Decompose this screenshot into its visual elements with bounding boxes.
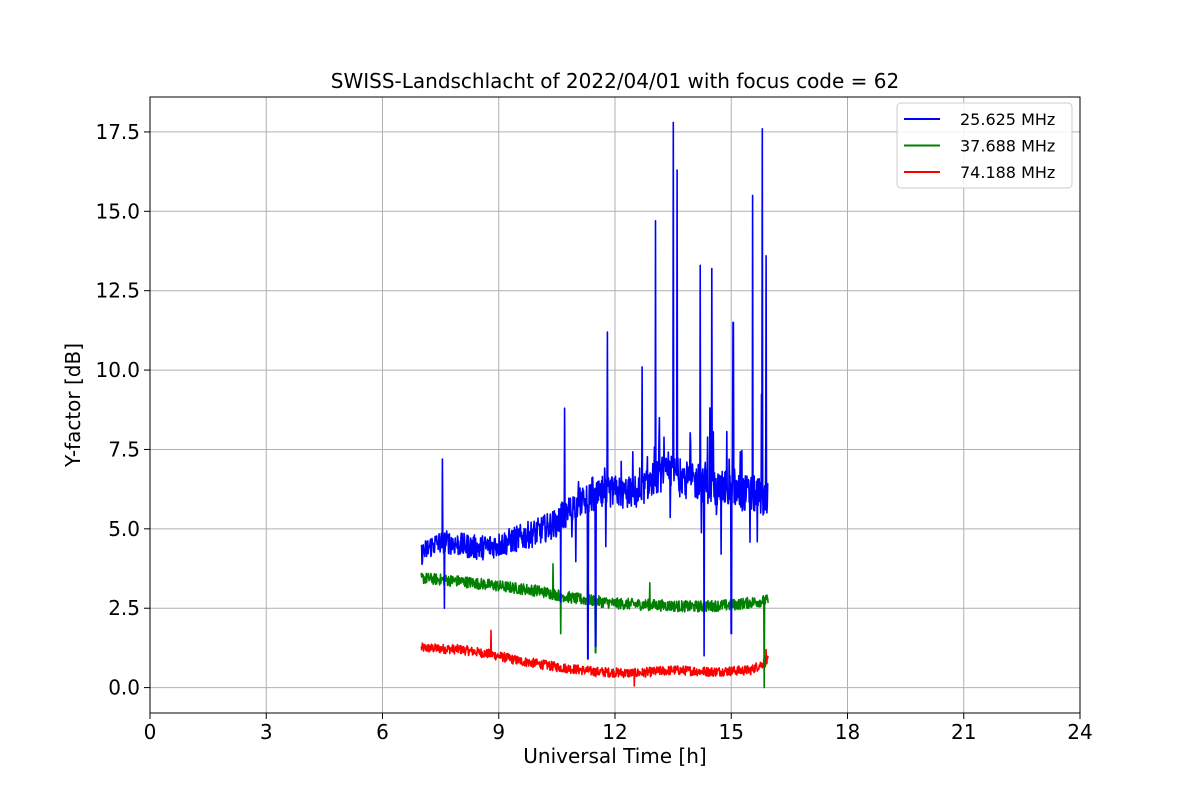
- x-tick-label: 21: [951, 720, 976, 744]
- legend: 25.625 MHz 37.688 MHz 74.188 MHz: [896, 102, 1073, 189]
- x-tick-label: 0: [144, 720, 157, 744]
- series-group: [420, 121, 769, 689]
- y-tick-label: 2.5: [108, 596, 140, 620]
- y-tick-label: 7.5: [108, 437, 140, 461]
- y-tick-label: 17.5: [95, 120, 140, 144]
- y-tick-label: 0.0: [108, 676, 140, 700]
- legend-label-0: 25.625 MHz: [960, 110, 1055, 129]
- x-tick-label: 24: [1067, 720, 1092, 744]
- x-axis: 0 3 6 9 12 15 18 21 24: [144, 713, 1093, 744]
- chart-title: SWISS-Landschlacht of 2022/04/01 with fo…: [331, 69, 899, 93]
- y-tick-label: 5.0: [108, 517, 140, 541]
- x-tick-label: 3: [260, 720, 273, 744]
- x-axis-label: Universal Time [h]: [523, 744, 706, 768]
- y-tick-label: 15.0: [95, 199, 140, 223]
- y-axis: 0.0 2.5 5.0 7.5 10.0 12.5 15.0 17.5: [95, 120, 150, 700]
- series-line-2: [420, 629, 769, 687]
- y-tick-label: 12.5: [95, 279, 140, 303]
- x-tick-label: 18: [835, 720, 860, 744]
- y-axis-label: Y-factor [dB]: [61, 343, 85, 468]
- x-tick-label: 12: [602, 720, 627, 744]
- x-tick-label: 15: [719, 720, 744, 744]
- x-tick-label: 6: [376, 720, 389, 744]
- legend-label-2: 74.188 MHz: [960, 163, 1055, 182]
- legend-label-1: 37.688 MHz: [960, 137, 1055, 156]
- legend-box: [896, 102, 1073, 189]
- y-tick-label: 10.0: [95, 358, 140, 382]
- x-tick-label: 9: [492, 720, 505, 744]
- series-line-0: [420, 121, 769, 660]
